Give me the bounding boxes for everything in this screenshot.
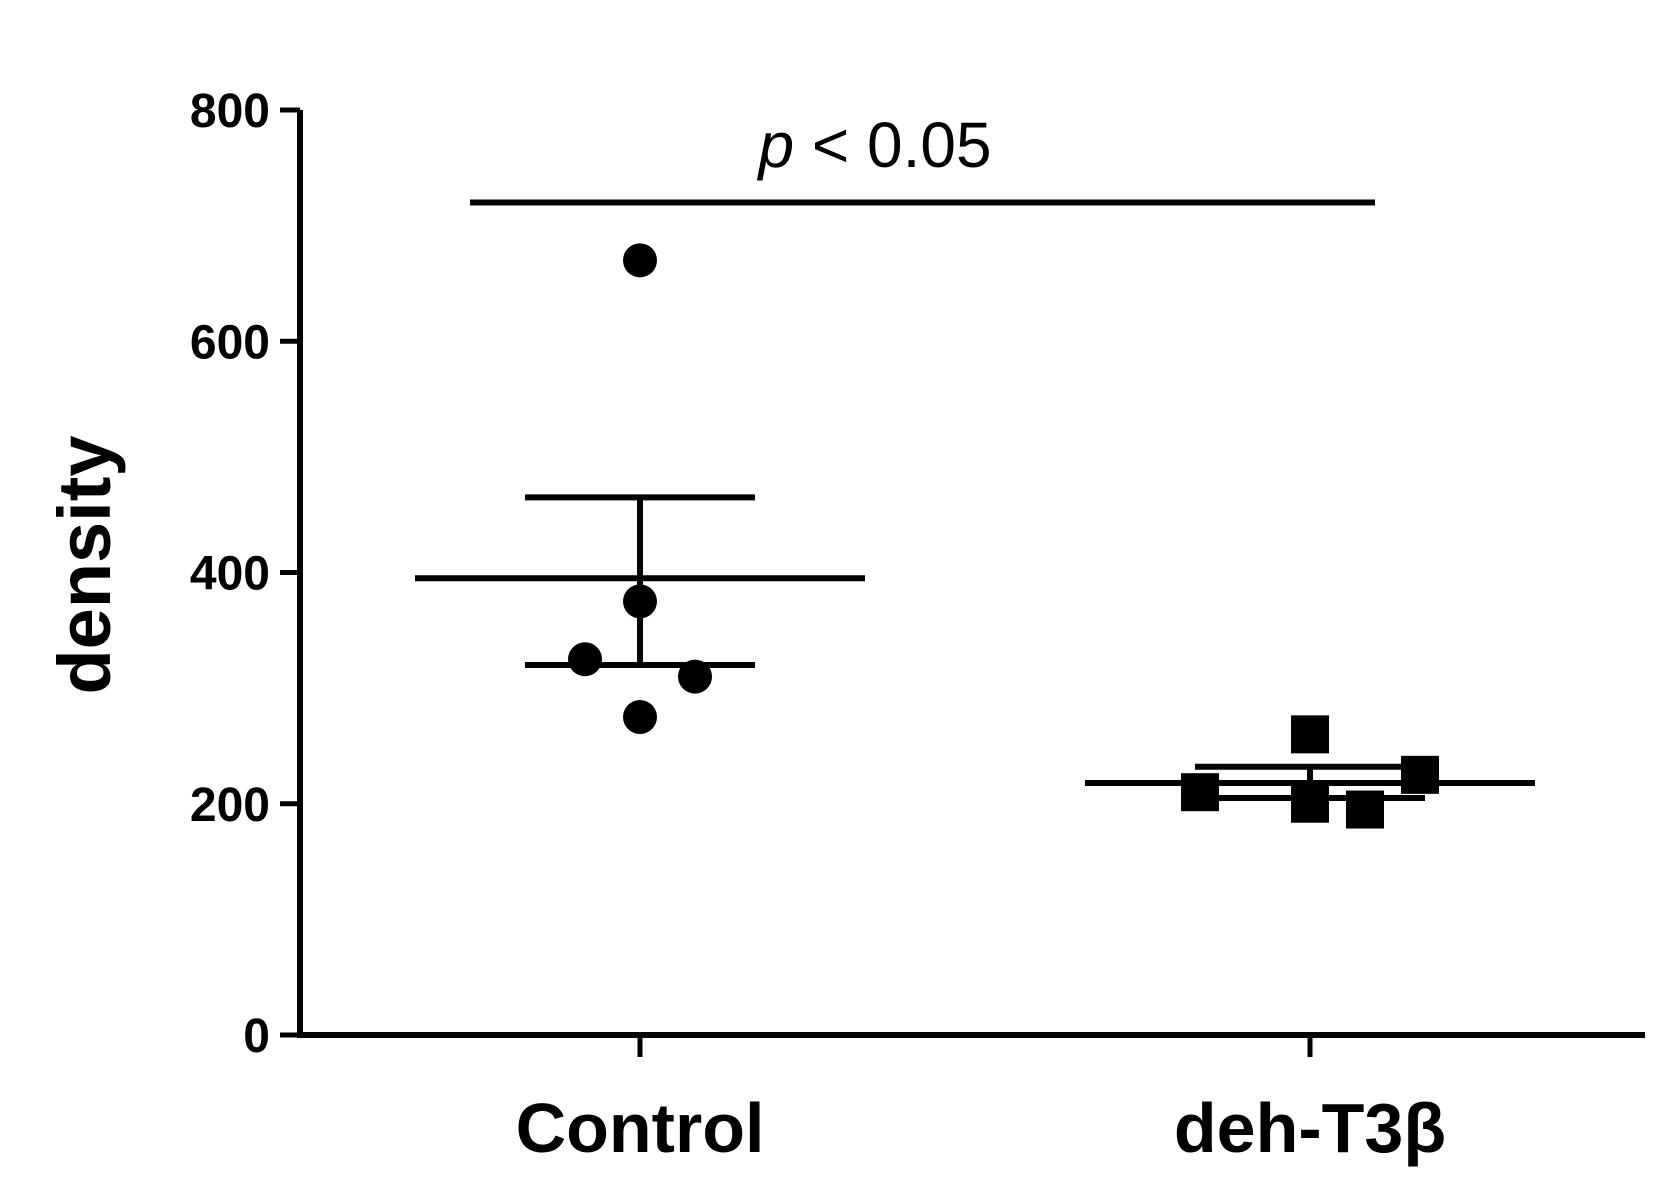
y-tick-label-600: 600: [190, 316, 270, 369]
y-axis: 0 200 400 600 800: [190, 85, 303, 1063]
p-symbol: p: [756, 109, 794, 181]
p-value-label: p < 0.05: [756, 109, 991, 181]
data-point-1-3: [1291, 784, 1329, 823]
data-point-0-1: [623, 584, 657, 619]
data-point-1-0: [1291, 715, 1329, 754]
y-tick-label-400: 400: [190, 548, 270, 601]
data-point-0-4: [623, 700, 657, 735]
data-points: [568, 243, 1439, 829]
significance-annotation: p < 0.05: [470, 109, 1375, 206]
y-axis-title: density: [43, 435, 126, 694]
data-point-1-1: [1401, 755, 1439, 794]
data-point-0-0: [623, 243, 657, 278]
data-point-0-2: [568, 642, 602, 677]
y-tick-label-800: 800: [190, 85, 270, 138]
x-axis: Control deh-T3β: [297, 1032, 1645, 1167]
x-tick-label-1: deh-T3β: [1174, 1089, 1446, 1167]
x-tick-label-0: Control: [516, 1089, 765, 1167]
y-tick-label-0: 0: [243, 1010, 270, 1063]
data-point-1-4: [1346, 790, 1384, 829]
data-point-1-2: [1181, 773, 1219, 812]
p-value-text: < 0.05: [794, 109, 992, 181]
y-tick-label-200: 200: [190, 779, 270, 832]
data-point-0-3: [678, 659, 712, 694]
